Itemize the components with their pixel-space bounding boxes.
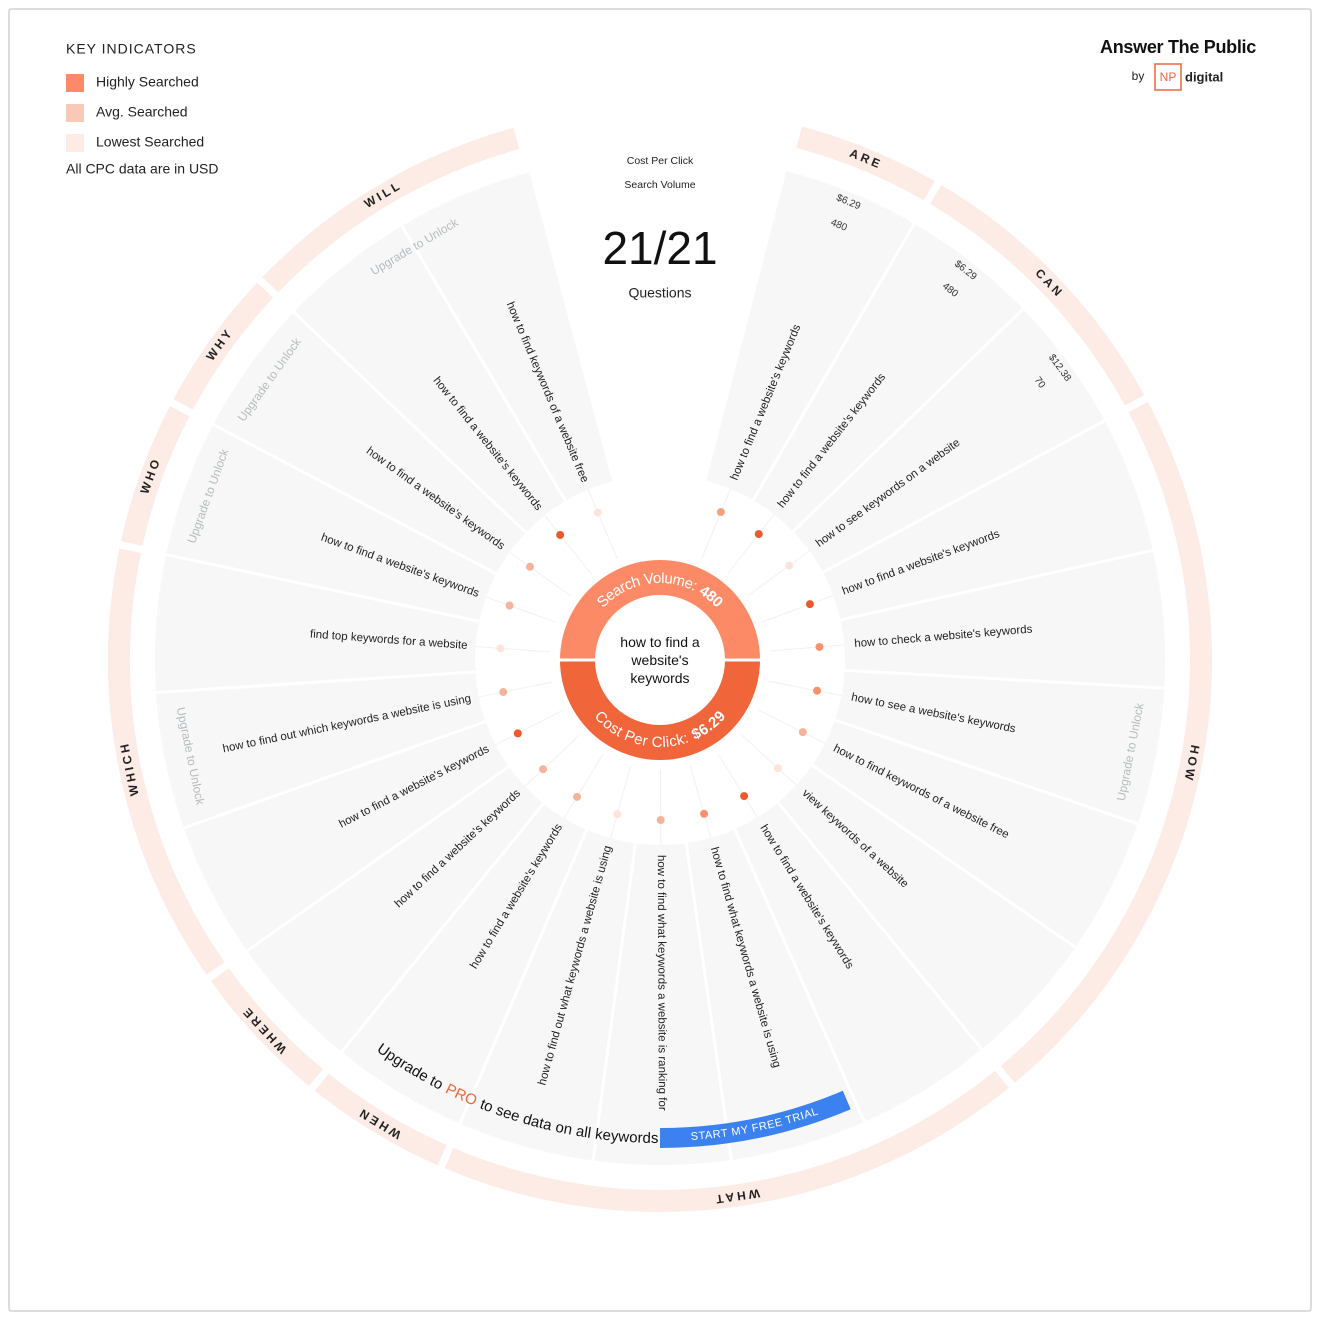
volume-dot [539, 765, 547, 773]
volume-dot [657, 816, 665, 824]
question-count-label: Questions [628, 285, 691, 301]
keyword-question: how to find what keywords a website is r… [655, 855, 668, 1111]
center-keyword-box: how to find a website's keywords [600, 620, 720, 700]
legend-note: All CPC data are in USD [66, 161, 219, 177]
volume-dot [613, 810, 621, 818]
volume-dot [813, 687, 821, 695]
volume-dot [499, 688, 507, 696]
legend-swatch [66, 74, 84, 92]
volume-dot [496, 644, 504, 652]
volume-dot [799, 728, 807, 736]
legend-label: Lowest Searched [96, 134, 204, 150]
question-count: 21/21 [602, 222, 717, 274]
logo-digital: digital [1185, 69, 1223, 84]
logo-by: by [1132, 69, 1145, 83]
cpc-caption: Cost Per Click [627, 155, 694, 167]
volume-dot [594, 509, 602, 517]
logo-name: Answer The Public [1100, 37, 1256, 57]
center-keyword: how to find a website's keywords [600, 620, 720, 700]
legend-label: Highly Searched [96, 74, 199, 90]
volume-dot [717, 508, 725, 516]
legend-label: Avg. Searched [96, 104, 188, 120]
legend-swatch [66, 134, 84, 152]
volume-dot [556, 531, 564, 539]
volume-dot [700, 810, 708, 818]
volume-dot [506, 601, 514, 609]
legend-swatch [66, 104, 84, 122]
volume-dot [514, 729, 522, 737]
logo-np: NP [1160, 70, 1177, 84]
volume-dot [526, 563, 534, 571]
volume-dot [740, 792, 748, 800]
volume-dot [755, 530, 763, 538]
volume-dot [774, 764, 782, 772]
volume-dot [806, 600, 814, 608]
legend-title: KEY INDICATORS [66, 41, 197, 57]
volume-dot [573, 793, 581, 801]
volume-dot [815, 643, 823, 651]
volume-caption: Search Volume [624, 179, 695, 191]
volume-dot [785, 562, 793, 570]
